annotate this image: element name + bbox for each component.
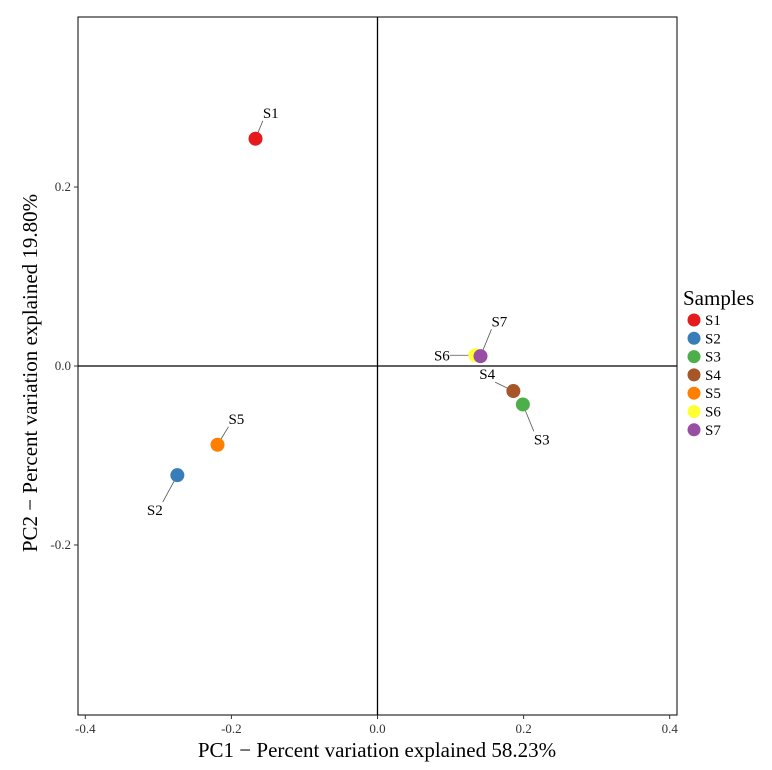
x-tick-label: 0.4 <box>662 721 679 736</box>
legend-items: S1 S2 S3 S4 S5 S6 S7 <box>687 313 721 439</box>
point-s1 <box>248 131 263 146</box>
legend-swatch-s7 <box>687 423 701 437</box>
y-tick-label: 0.2 <box>55 179 71 194</box>
legend-swatch-s1 <box>687 313 701 327</box>
point-s4 <box>506 384 521 399</box>
legend-swatch-s4 <box>687 368 701 382</box>
point-label-s3: S3 <box>534 432 550 448</box>
legend-swatch-s5 <box>687 386 701 400</box>
point-s2 <box>170 468 185 483</box>
point-label-s6: S6 <box>434 348 450 364</box>
point-s5 <box>210 437 225 452</box>
legend-label-s6: S6 <box>705 405 721 421</box>
legend-title: Samples <box>683 286 754 310</box>
x-tick-label: -0.2 <box>221 721 242 736</box>
point-label-s5: S5 <box>228 412 244 428</box>
legend-label-s1: S1 <box>705 313 721 329</box>
y-tick-label: -0.2 <box>50 537 71 552</box>
legend-swatch-s3 <box>687 350 701 364</box>
y-tick-label: 0.0 <box>55 358 71 373</box>
legend-swatch-s6 <box>687 405 701 418</box>
legend-label-s5: S5 <box>705 386 721 402</box>
point-label-s2: S2 <box>147 503 163 519</box>
x-tick-label: -0.4 <box>75 721 96 736</box>
legend-label-s7: S7 <box>705 423 721 439</box>
point-label-s7: S7 <box>491 314 507 330</box>
legend-label-s4: S4 <box>705 368 721 384</box>
legend-label-s2: S2 <box>705 331 721 347</box>
legend: Samples S1 S2 S3 S4 S5 S6 S7 <box>683 286 754 439</box>
legend-label-s3: S3 <box>705 350 721 366</box>
point-label-s4: S4 <box>479 367 495 383</box>
x-tick-label: 0.2 <box>515 721 531 736</box>
x-tick-label: 0.0 <box>369 721 385 736</box>
x-axis-ticks: -0.4 -0.2 0.0 0.2 0.4 <box>75 715 678 736</box>
point-s7 <box>473 349 488 364</box>
point-label-s1: S1 <box>263 106 279 122</box>
x-axis-title: PC1 − Percent variation explained 58.23% <box>198 738 556 762</box>
point-s3 <box>515 397 530 412</box>
y-axis-ticks: -0.2 0.0 0.2 <box>50 179 78 552</box>
y-axis-title: PC2 − Percent variation explained 19.80% <box>18 194 42 552</box>
legend-swatch-s2 <box>687 331 701 345</box>
data-points: S1 S2 S3 S4 S5 S6 S7 <box>147 106 550 519</box>
